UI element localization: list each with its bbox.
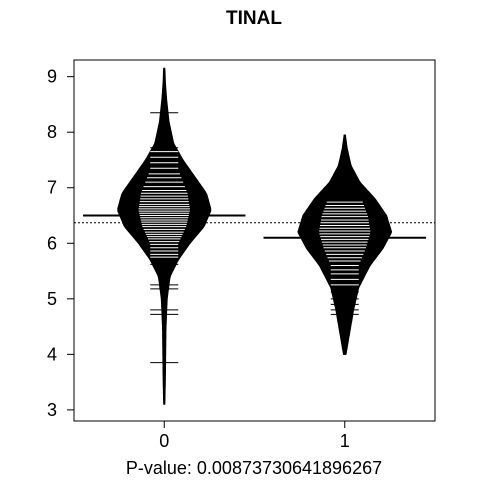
x-tick-label: 0 xyxy=(159,431,169,451)
y-tick-label: 3 xyxy=(47,400,57,420)
x-axis-label: P-value: 0.00873730641896267 xyxy=(126,458,382,478)
chart-title: TINAL xyxy=(226,8,282,29)
beans-layer xyxy=(74,67,435,405)
y-tick-label: 9 xyxy=(47,67,57,87)
y-tick-label: 6 xyxy=(47,233,57,253)
x-tick-label: 1 xyxy=(340,431,350,451)
y-tick-label: 7 xyxy=(47,178,57,198)
y-tick-label: 4 xyxy=(47,344,57,364)
y-tick-label: 8 xyxy=(47,122,57,142)
y-axis: 3 4 5 6 7 8 9 xyxy=(47,67,75,420)
y-tick-label: 5 xyxy=(47,289,57,309)
